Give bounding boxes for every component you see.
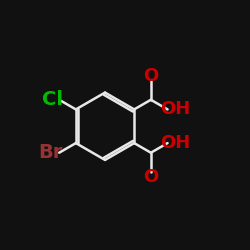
Text: O: O (143, 67, 158, 85)
Text: Br: Br (38, 143, 63, 162)
Text: Cl: Cl (42, 90, 63, 109)
Text: O: O (143, 168, 158, 186)
Text: OH: OH (160, 100, 191, 118)
Text: OH: OH (160, 134, 191, 152)
